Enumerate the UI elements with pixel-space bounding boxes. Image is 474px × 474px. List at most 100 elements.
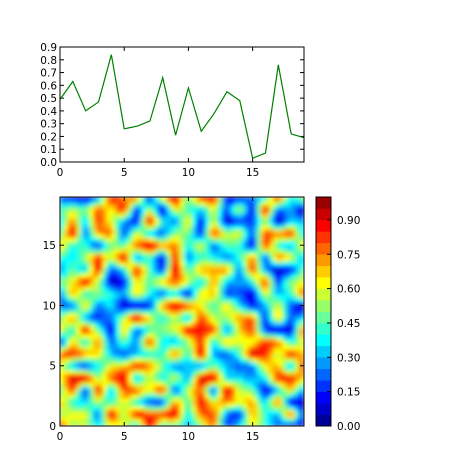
heatmap-cell: [157, 405, 164, 411]
heatmap-cell: [183, 405, 189, 411]
heatmap-cell: [102, 280, 108, 286]
heatmap-cell: [63, 224, 70, 230]
heatmap-cell: [89, 381, 95, 387]
heatmap-cell: [60, 409, 65, 415]
heatmap-cell: [209, 252, 215, 258]
colorbar-band: [316, 208, 331, 221]
heatmap-cell: [282, 389, 288, 395]
heatmap-cell: [153, 385, 159, 391]
heatmap-cell: [162, 409, 168, 415]
heatmap-cell: [166, 325, 172, 331]
heatmap-cell: [222, 296, 228, 302]
heatmap-cell: [217, 393, 224, 399]
heatmap-cell: [217, 304, 224, 310]
heatmap-cell: [222, 349, 228, 355]
heatmap-cell: [230, 264, 237, 270]
heatmap-cell: [127, 268, 134, 274]
heatmap-cell: [273, 393, 279, 399]
heatmap-cell: [286, 313, 292, 319]
heatmap-cell: [217, 417, 224, 423]
heatmap-cell: [183, 308, 189, 315]
heatmap-cell: [93, 244, 100, 250]
heatmap-cell: [222, 212, 228, 218]
heatmap-cell: [123, 333, 129, 339]
heatmap-cell: [145, 349, 151, 355]
heatmap-cell: [299, 417, 304, 423]
heatmap-cell: [222, 421, 228, 426]
heatmap-cell: [256, 224, 262, 230]
heatmap-cell: [247, 244, 254, 250]
heatmap-cell: [239, 308, 245, 315]
heatmap-cell: [179, 345, 185, 351]
heatmap-cell: [153, 272, 159, 278]
heatmap-cell: [93, 280, 100, 286]
heatmap-cell: [286, 341, 292, 347]
heatmap-cell: [239, 369, 245, 375]
heatmap-cell: [282, 321, 288, 327]
heatmap-cell: [166, 244, 172, 250]
heatmap-cell: [235, 365, 241, 371]
heatmap-cell: [187, 317, 194, 323]
heatmap-cell: [106, 389, 112, 395]
heatmap-cell: [85, 296, 91, 302]
heatmap-cell: [60, 361, 65, 367]
heatmap-cell: [226, 345, 232, 351]
heatmap-cell: [166, 216, 172, 222]
heatmap-cell: [290, 244, 296, 250]
heatmap-cell: [294, 329, 301, 335]
heatmap-cell: [256, 296, 262, 302]
heatmap-cell: [282, 369, 288, 375]
heatmap-cell: [175, 373, 181, 379]
heatmap-cell: [200, 353, 207, 359]
heatmap-cell: [222, 397, 228, 403]
heatmap-cell: [123, 216, 129, 222]
heatmap-cell: [282, 413, 288, 419]
heatmap-cell: [157, 345, 164, 351]
heatmap-cell: [136, 240, 142, 246]
heatmap-cell: [205, 200, 211, 206]
heatmap-cell: [93, 401, 100, 407]
heatmap-cell: [153, 313, 159, 319]
heatmap-cell: [110, 292, 117, 298]
heatmap-cell: [170, 353, 177, 359]
heatmap-cell: [187, 321, 194, 327]
heatmap-cell: [269, 216, 275, 222]
heatmap-cell: [110, 369, 117, 375]
heatmap-cell: [179, 304, 185, 310]
colorbar-bands: [316, 196, 331, 427]
heatmap-cell: [72, 260, 78, 266]
heatmap-cell: [217, 280, 224, 286]
heatmap-cell: [106, 208, 112, 214]
heatmap-cell: [247, 313, 254, 319]
heatmap-cell: [145, 421, 151, 426]
heatmap-cell: [80, 304, 87, 310]
heatmap-cell: [299, 369, 304, 375]
heatmap-cell: [239, 216, 245, 222]
heatmap-cell: [93, 268, 100, 274]
heatmap-cell: [149, 341, 155, 347]
heatmap-cell: [162, 280, 168, 286]
heatmap-cell: [256, 417, 262, 423]
heatmap-cell: [123, 300, 129, 306]
heatmap-cell: [200, 413, 207, 419]
heatmap-cell: [222, 341, 228, 347]
heatmap-cell: [192, 272, 198, 278]
heatmap-cell: [200, 321, 207, 327]
heatmap-cell: [63, 244, 70, 250]
heatmap-cell: [205, 264, 211, 270]
heatmap-cell: [166, 353, 172, 359]
heatmap-cell: [175, 393, 181, 399]
heatmap-cell: [132, 200, 138, 206]
heatmap-cell: [145, 377, 151, 383]
heatmap-cell: [235, 260, 241, 266]
heatmap-cell: [264, 280, 271, 286]
heatmap-cell: [72, 292, 78, 298]
heatmap-cell: [60, 385, 65, 391]
heatmap-cell: [196, 204, 202, 210]
heatmap-cell: [132, 268, 138, 274]
heatmap-cell: [290, 385, 296, 391]
heatmap-cell: [273, 204, 279, 210]
heatmap-cell: [277, 296, 284, 302]
heatmap-cell: [200, 397, 207, 403]
heatmap-cell: [98, 317, 104, 323]
